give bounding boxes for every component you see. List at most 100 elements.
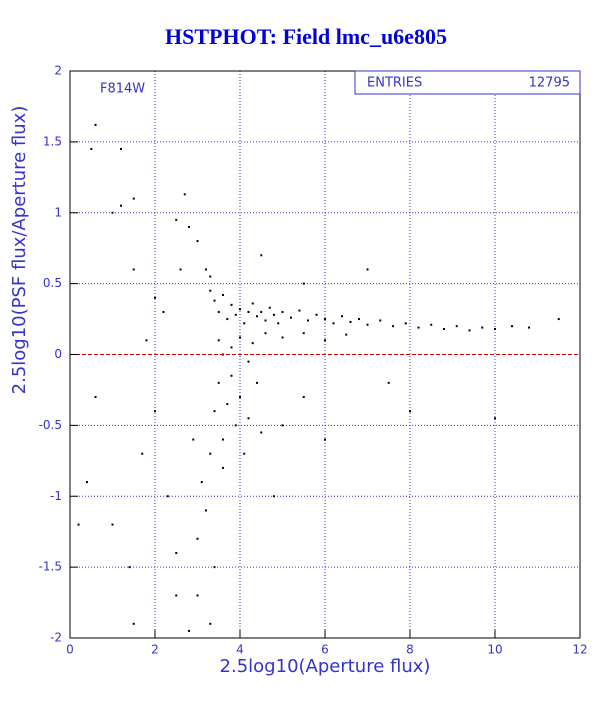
- x-tick-label: 10: [487, 643, 502, 657]
- point: [196, 240, 199, 243]
- point: [281, 336, 284, 339]
- point: [234, 424, 237, 427]
- point: [281, 310, 284, 313]
- point: [243, 322, 246, 325]
- x-axis-label: 2.5log10(Aperture flux): [220, 656, 431, 677]
- point: [273, 313, 275, 316]
- point: [90, 147, 93, 150]
- point: [247, 417, 250, 420]
- point: [302, 396, 305, 399]
- point: [192, 438, 195, 441]
- point: [281, 424, 284, 427]
- point: [132, 197, 135, 200]
- x-tick-label: 4: [236, 643, 244, 657]
- x-tick-label: 8: [406, 643, 414, 657]
- point: [132, 622, 135, 625]
- point: [111, 211, 114, 214]
- point: [387, 381, 390, 384]
- point: [264, 319, 267, 322]
- point: [366, 268, 369, 271]
- x-tick-label: 2: [151, 643, 159, 657]
- point: [243, 452, 246, 455]
- point: [179, 268, 182, 271]
- point: [307, 319, 309, 322]
- y-tick-label: 1.5: [43, 134, 62, 148]
- point: [345, 333, 348, 336]
- point: [166, 495, 169, 498]
- point: [302, 282, 305, 285]
- point: [222, 438, 224, 441]
- point: [188, 629, 190, 632]
- point: [217, 310, 220, 313]
- point: [315, 313, 318, 316]
- point: [175, 218, 178, 221]
- x-tick-label: 0: [66, 643, 74, 657]
- point: [213, 299, 216, 302]
- point: [222, 466, 224, 469]
- point: [260, 431, 263, 434]
- point: [120, 204, 122, 207]
- point: [120, 147, 122, 150]
- chart-title: HSTPHOT: Field lmc_u6e805: [165, 24, 447, 49]
- point: [154, 296, 156, 299]
- point: [239, 336, 241, 339]
- point: [86, 481, 88, 484]
- point: [528, 326, 530, 329]
- point: [230, 346, 233, 349]
- point: [183, 193, 186, 196]
- point: [256, 315, 258, 318]
- point: [128, 566, 131, 569]
- point: [226, 318, 229, 321]
- y-axis-label: 2.5log10(PSF flux/Aperture flux): [9, 106, 30, 395]
- point: [217, 339, 220, 342]
- point: [256, 381, 258, 384]
- point: [247, 310, 250, 313]
- point: [392, 325, 394, 328]
- point: [247, 360, 250, 363]
- point: [302, 332, 305, 335]
- stats-box: [354, 70, 581, 95]
- point: [239, 396, 241, 399]
- point: [443, 327, 445, 330]
- y-tick-label: 0.5: [43, 276, 62, 290]
- annotation: F814W: [100, 82, 145, 97]
- point: [409, 410, 411, 413]
- point: [251, 302, 254, 305]
- point: [230, 303, 233, 306]
- point: [324, 339, 326, 342]
- point: [468, 329, 471, 332]
- point: [175, 551, 178, 554]
- y-tick-label: -1.5: [39, 560, 62, 574]
- y-tick-label: -1: [50, 489, 62, 503]
- point: [494, 327, 496, 330]
- y-tick-label: 2: [54, 64, 62, 78]
- point: [205, 268, 207, 271]
- point: [175, 594, 178, 597]
- point: [366, 323, 369, 326]
- point: [324, 318, 326, 321]
- point: [188, 225, 190, 228]
- point: [196, 594, 199, 597]
- point: [209, 289, 212, 292]
- point: [260, 310, 263, 313]
- point: [209, 275, 212, 278]
- point: [239, 308, 241, 311]
- point: [205, 509, 207, 512]
- point: [251, 342, 254, 345]
- stats-value: 12795: [529, 76, 570, 91]
- x-tick-label: 12: [572, 643, 587, 657]
- point: [273, 495, 275, 498]
- point: [494, 417, 496, 420]
- point: [290, 316, 292, 319]
- point: [260, 254, 263, 257]
- point: [430, 323, 433, 326]
- point: [268, 306, 271, 309]
- stats-label: ENTRIES: [367, 76, 422, 91]
- point: [417, 326, 420, 329]
- x-tick-label: 6: [321, 643, 329, 657]
- point: [234, 313, 237, 316]
- point: [196, 537, 199, 540]
- point: [349, 320, 352, 323]
- point: [111, 523, 114, 526]
